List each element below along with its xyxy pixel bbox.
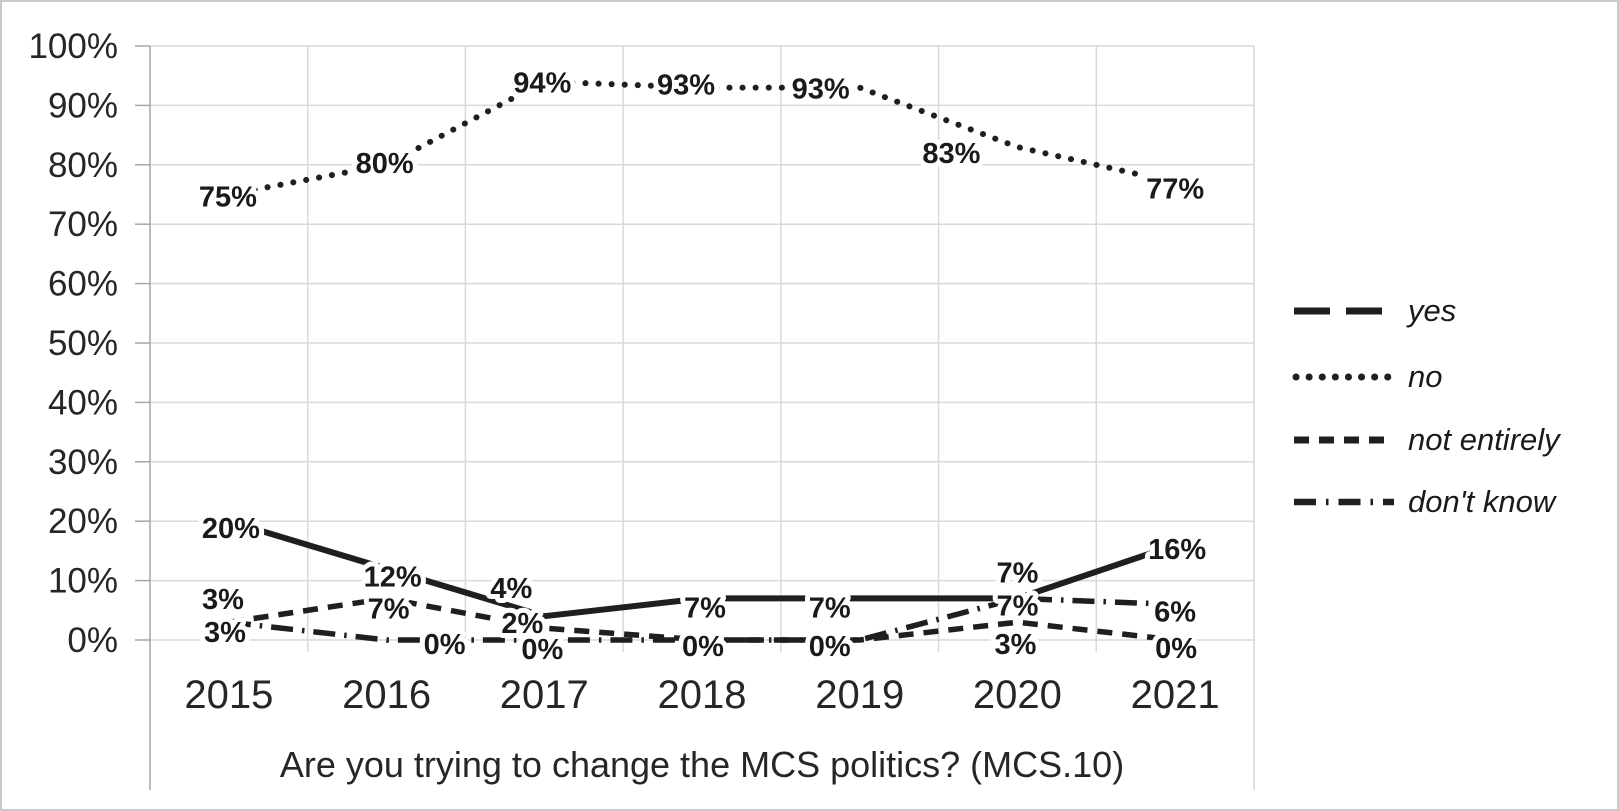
x-axis-label-2015: 2015	[184, 673, 273, 717]
data-label-yes-2020: 7%	[996, 557, 1038, 589]
y-axis-label: 50%	[48, 324, 118, 363]
data-label-not-entirely-2015: 3%	[202, 584, 244, 616]
y-axis-label: 70%	[48, 205, 118, 244]
chart-title: Are you trying to change the MCS politic…	[279, 744, 1125, 785]
legend-label-no: no	[1408, 359, 1443, 394]
data-label-no-2021: 77%	[1146, 174, 1204, 206]
series-line-don-t-know	[228, 595, 1176, 643]
legend-label-yes: yes	[1408, 293, 1457, 328]
legend-item-yes: yes	[1292, 291, 1456, 331]
y-axis-label: 0%	[67, 621, 118, 660]
data-label-don-t-know-2021: 6%	[1154, 596, 1196, 628]
y-axis-label: 40%	[48, 383, 118, 422]
data-label-yes-2015: 20%	[202, 513, 260, 545]
data-label-don-t-know-2017: 0%	[521, 634, 563, 666]
data-label-yes-2019: 7%	[809, 592, 851, 624]
y-axis-label: 30%	[48, 443, 118, 482]
data-label-yes-2021: 16%	[1148, 534, 1206, 566]
data-label-not-entirely-2018: 0%	[682, 631, 724, 663]
y-axis-label: 90%	[48, 86, 118, 125]
data-label-no-2020: 83%	[922, 138, 980, 170]
legend-line-sample-dont-know	[1294, 498, 1394, 506]
data-label-don-t-know-2015: 3%	[204, 617, 246, 649]
data-label-don-t-know-2016: 0%	[424, 629, 466, 661]
legend-label-not-entirely: not entirely	[1408, 422, 1560, 457]
x-axis-label-2019: 2019	[815, 673, 904, 717]
data-label-no-2016: 80%	[356, 148, 414, 180]
data-label-not-entirely-2019: 0%	[809, 631, 851, 663]
data-label-no-2015: 75%	[199, 182, 257, 214]
x-axis-label-2020: 2020	[973, 673, 1062, 717]
y-axis-label: 20%	[48, 502, 118, 541]
legend-item-dont-know: don't know	[1292, 482, 1555, 522]
data-label-no-2019: 93%	[792, 74, 850, 106]
y-axis-label: 60%	[48, 265, 118, 304]
x-axis-label-2016: 2016	[342, 673, 431, 717]
legend-item-not-entirely: not entirely	[1292, 420, 1560, 460]
legend-line-sample-yes	[1294, 307, 1394, 315]
data-label-not-entirely-2020: 3%	[994, 629, 1036, 661]
legend-line-sample-no	[1292, 373, 1396, 381]
data-label-not-entirely-2021: 0%	[1155, 633, 1197, 665]
data-label-no-2017: 94%	[513, 68, 571, 100]
series-line-yes	[228, 518, 1177, 620]
legend-label-dont-know: don't know	[1408, 484, 1556, 519]
y-axis-label: 100%	[28, 27, 118, 66]
y-axis-label: 80%	[48, 146, 118, 185]
series-line-no	[225, 78, 1179, 198]
data-label-not-entirely-2017: 2%	[501, 608, 543, 640]
legend: yes no not entirely don't know	[1292, 2, 1612, 809]
x-axis-label-2018: 2018	[658, 673, 747, 717]
data-label-yes-2017: 4%	[490, 573, 532, 605]
data-label-not-entirely-2016: 7%	[368, 593, 410, 625]
x-axis-label-2021: 2021	[1131, 673, 1220, 717]
data-label-no-2018: 93%	[657, 70, 715, 102]
data-label-yes-2016: 12%	[364, 562, 422, 594]
legend-line-sample-not-entirely	[1294, 436, 1394, 444]
y-axis-label: 10%	[48, 562, 118, 601]
data-label-don-t-know-2020: 7%	[996, 590, 1038, 622]
x-axis-label-2017: 2017	[500, 673, 589, 717]
legend-item-no: no	[1292, 357, 1442, 397]
data-label-yes-2018: 7%	[684, 592, 726, 624]
